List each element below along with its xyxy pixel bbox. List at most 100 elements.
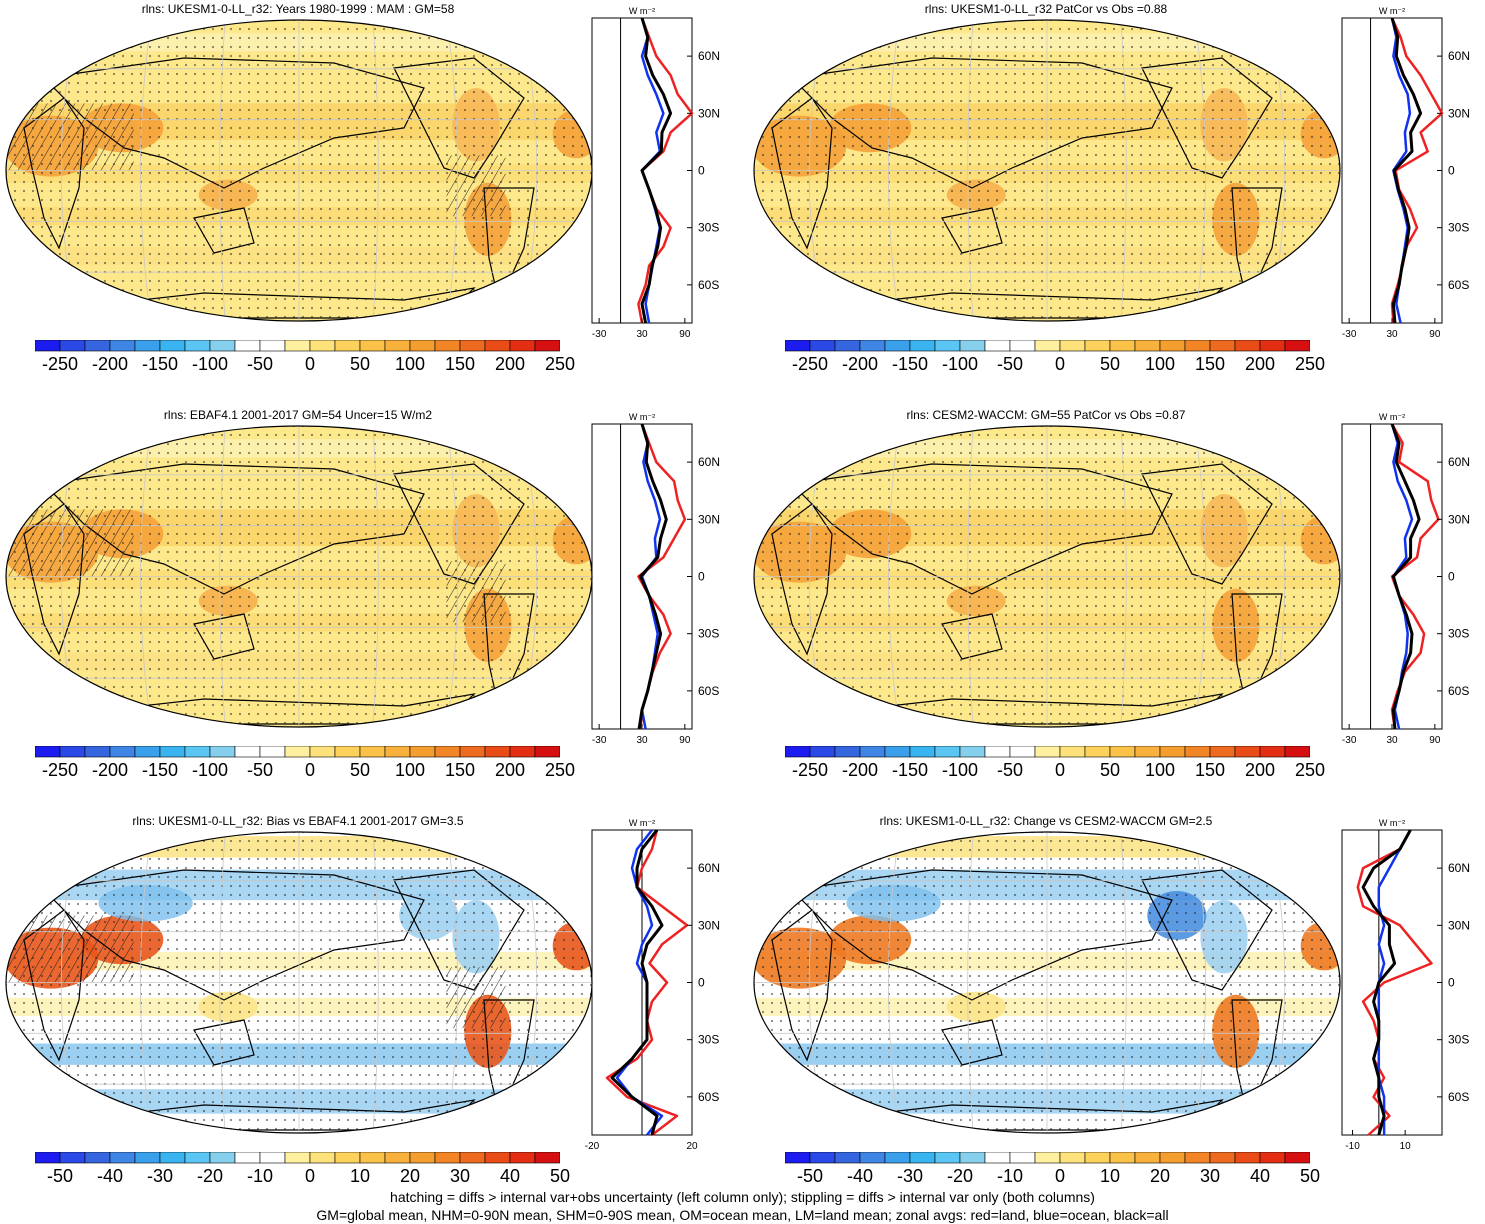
colorbar-label: -150 xyxy=(891,760,929,780)
colorbar-label: -30 xyxy=(146,1166,174,1186)
colorbar-box xyxy=(84,746,111,758)
colorbar-label: -30 xyxy=(896,1166,924,1186)
zonal-profile: W m⁻² -30 30 90 60N 30N 0 30S 60S xyxy=(1341,412,1470,746)
colorbar-label: -200 xyxy=(91,760,129,780)
colorbar-box xyxy=(809,340,836,352)
x-tick-label: 20 xyxy=(686,1141,698,1152)
colorbar-label: 20 xyxy=(1149,1166,1171,1186)
colorbar-box xyxy=(984,340,1011,352)
colorbar-box xyxy=(1234,1152,1261,1164)
x-tick-label: 30 xyxy=(636,329,648,340)
colorbar-box xyxy=(259,1152,286,1164)
colorbar-box xyxy=(109,1152,136,1164)
colorbar-box xyxy=(134,1152,161,1164)
lat-tick-label: 60N xyxy=(1448,49,1470,63)
colorbar-box xyxy=(1284,746,1310,758)
colorbar-label: -250 xyxy=(41,354,79,374)
lat-tick-label: 0 xyxy=(698,570,705,584)
colorbar xyxy=(35,746,560,758)
colorbar-box xyxy=(309,1152,336,1164)
colorbar-label: -150 xyxy=(891,354,929,374)
colorbar-label: -10 xyxy=(246,1166,274,1186)
world-map xyxy=(5,19,593,322)
colorbar-label: 150 xyxy=(1194,354,1226,374)
footer-line-1: hatching = diffs > internal var+obs unce… xyxy=(390,1189,1095,1205)
colorbar-box xyxy=(884,1152,911,1164)
lat-tick-label: 60S xyxy=(698,1090,719,1104)
colorbar-label: -200 xyxy=(841,354,879,374)
colorbar-label: 150 xyxy=(444,354,476,374)
lat-tick-label: 30S xyxy=(698,1033,719,1047)
colorbar-label: 200 xyxy=(1244,354,1276,374)
panel-title: rlns: UKESM1-0-LL_r32: Bias vs EBAF4.1 2… xyxy=(132,814,464,828)
colorbar-box xyxy=(959,1152,986,1164)
colorbar-box xyxy=(234,1152,261,1164)
colorbar-box xyxy=(1234,746,1261,758)
colorbar-box xyxy=(309,746,336,758)
series-all xyxy=(1390,17,1423,324)
profile-unit: W m⁻² xyxy=(629,6,655,16)
colorbar-label: 0 xyxy=(1054,1166,1066,1186)
colorbar-box xyxy=(809,746,836,758)
x-tick-label: 90 xyxy=(1429,329,1441,340)
colorbar-label: 250 xyxy=(544,354,576,374)
profile-unit: W m⁻² xyxy=(629,818,655,828)
world-map xyxy=(753,19,1341,322)
colorbar-label: -100 xyxy=(191,354,229,374)
colorbar xyxy=(785,340,1310,352)
zonal-profile: W m⁻² -10 10 60N 30N 0 30S 60S xyxy=(1341,818,1470,1152)
series-all xyxy=(610,829,664,1136)
lat-tick-label: 60N xyxy=(698,861,720,875)
lat-tick-label: 0 xyxy=(1448,570,1455,584)
colorbar-box xyxy=(1009,340,1036,352)
colorbar-box xyxy=(59,746,86,758)
colorbar-box xyxy=(1259,340,1286,352)
colorbar-label: -150 xyxy=(141,760,179,780)
profile-frame xyxy=(1341,17,1443,324)
colorbar-label: 50 xyxy=(1099,760,1121,780)
lat-tick-label: 60N xyxy=(1448,861,1470,875)
colorbar-box xyxy=(184,340,211,352)
lat-tick-label: 60S xyxy=(1448,684,1469,698)
colorbar-box xyxy=(359,1152,386,1164)
colorbar xyxy=(35,1152,560,1164)
x-tick-label: 30 xyxy=(1386,735,1398,746)
panel-title: rlns: UKESM1-0-LL_r32: Years 1980-1999 :… xyxy=(141,2,455,16)
x-tick-label: 30 xyxy=(1386,329,1398,340)
colorbar-box xyxy=(509,746,536,758)
colorbar-box xyxy=(209,340,236,352)
panel-title: rlns: UKESM1-0-LL_r32: Change vs CESM2-W… xyxy=(879,814,1213,828)
colorbar-box xyxy=(35,746,61,758)
colorbar-box xyxy=(159,1152,186,1164)
colorbar-box xyxy=(84,1152,111,1164)
colorbar-box xyxy=(1109,340,1136,352)
colorbar-label: 10 xyxy=(1099,1166,1121,1186)
lat-tick-label: 30N xyxy=(1448,512,1470,526)
colorbar-box xyxy=(59,340,86,352)
colorbar-box xyxy=(1084,1152,1111,1164)
colorbar-box xyxy=(909,746,936,758)
colorbar-box xyxy=(109,340,136,352)
colorbar-box xyxy=(809,1152,836,1164)
colorbar-label: -200 xyxy=(841,760,879,780)
colorbar-box xyxy=(35,1152,61,1164)
colorbar-box xyxy=(959,746,986,758)
lat-tick-label: 60S xyxy=(1448,1090,1469,1104)
lat-tick-label: 30N xyxy=(698,106,720,120)
colorbar-box xyxy=(334,746,361,758)
colorbar-box xyxy=(409,746,436,758)
colorbar-box xyxy=(1059,340,1086,352)
colorbar-label: -10 xyxy=(996,1166,1024,1186)
colorbar-box xyxy=(184,746,211,758)
colorbar-box xyxy=(159,746,186,758)
colorbar-box xyxy=(1084,746,1111,758)
x-tick-label: 90 xyxy=(1429,735,1441,746)
colorbar-box xyxy=(209,1152,236,1164)
x-tick-label: 90 xyxy=(679,735,691,746)
world-map xyxy=(5,425,593,728)
colorbar-box xyxy=(484,340,511,352)
x-tick-label: 30 xyxy=(636,735,648,746)
panel-title: rlns: EBAF4.1 2001-2017 GM=54 Uncer=15 W… xyxy=(163,408,433,422)
colorbar-box xyxy=(259,340,286,352)
colorbar-box xyxy=(234,746,261,758)
